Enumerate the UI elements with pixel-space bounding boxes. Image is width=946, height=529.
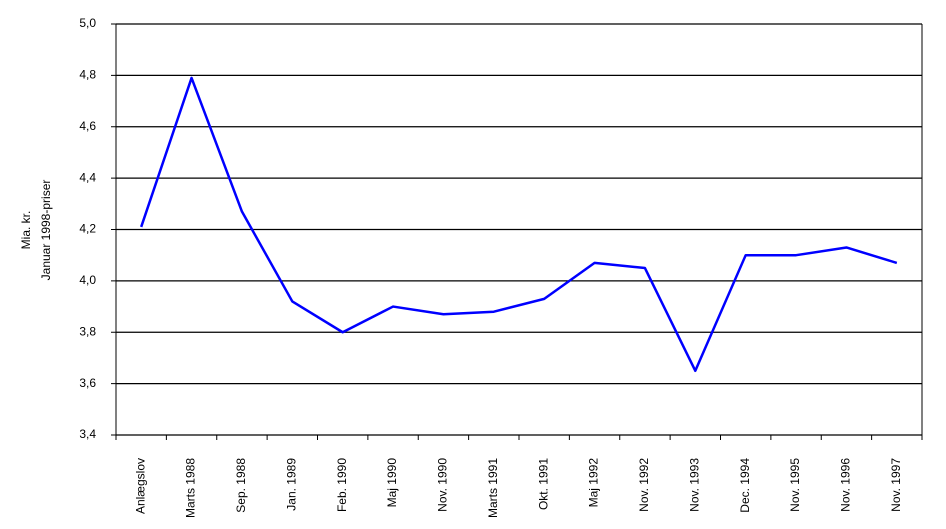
x-tick-label: Nov. 1992 xyxy=(637,458,651,512)
y-axis-title: Mia. kr. xyxy=(19,211,33,250)
y-tick-label: 3,6 xyxy=(79,376,96,390)
x-tick-label: Maj 1992 xyxy=(587,458,601,508)
x-tick-label: Nov. 1997 xyxy=(889,458,903,512)
line xyxy=(140,76,898,373)
x-tick-label: Anlægslov xyxy=(133,458,147,514)
y-tick-label: 4,4 xyxy=(79,170,96,184)
x-tick-label: Marts 1991 xyxy=(486,458,500,518)
x-tick-label: Nov. 1993 xyxy=(687,458,701,512)
y-tick-label: 4,0 xyxy=(79,273,96,287)
y-tick-label: 5,0 xyxy=(79,16,96,30)
y-axis-title: Januar 1998-priser xyxy=(39,180,53,281)
x-tick-label: Feb. 1990 xyxy=(335,458,349,512)
x-tick-label: Nov. 1995 xyxy=(788,458,802,512)
y-tick-label: 3,8 xyxy=(79,324,96,338)
y-tick-label: 4,6 xyxy=(79,119,96,133)
x-tick-label: Nov. 1990 xyxy=(436,458,450,512)
x-tick-label: Jan. 1989 xyxy=(284,458,298,511)
x-tick-label: Marts 1988 xyxy=(184,458,198,518)
x-tick-label: Sep. 1988 xyxy=(234,458,248,513)
y-tick-label: 4,2 xyxy=(79,222,96,236)
y-tick-label: 3,4 xyxy=(79,427,96,441)
x-tick-label: Dec. 1994 xyxy=(738,458,752,513)
x-tick-label: Maj 1990 xyxy=(385,458,399,508)
x-tick-label: Okt. 1991 xyxy=(536,458,550,510)
x-tick-label: Nov. 1996 xyxy=(839,458,853,512)
y-tick-label: 4,8 xyxy=(79,68,96,82)
